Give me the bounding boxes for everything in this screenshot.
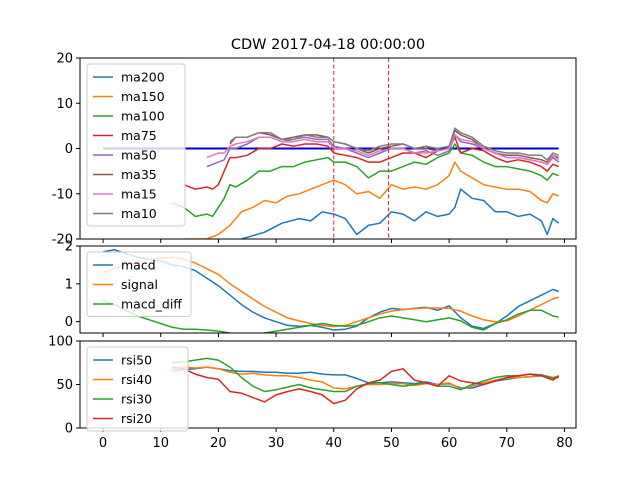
legend-1: macd signal macd_diff bbox=[86, 251, 192, 317]
axes-frame bbox=[79, 340, 577, 429]
y-tick-label: 0 bbox=[65, 315, 73, 330]
y-tick-label: 0 bbox=[65, 422, 73, 437]
x-tick-label: 30 bbox=[268, 436, 285, 451]
legend-label: ma100 bbox=[121, 109, 165, 124]
panel-0: -20-1001020ma200ma150ma100ma75ma50ma35ma… bbox=[52, 52, 577, 248]
series-line-ma100 bbox=[172, 143, 559, 218]
y-tick-label: -10 bbox=[52, 187, 73, 202]
legend-label: macd bbox=[121, 258, 156, 273]
legend-label: rsi40 bbox=[121, 372, 152, 387]
legend-label: ma75 bbox=[121, 128, 157, 143]
x-tick-label: 70 bbox=[499, 436, 516, 451]
y-tick-label: 10 bbox=[56, 97, 73, 112]
y-tick-label: 100 bbox=[48, 335, 73, 350]
x-tick-label: 40 bbox=[325, 436, 342, 451]
series-line-ma150 bbox=[183, 161, 559, 239]
series-line-ma15 bbox=[206, 134, 560, 166]
legend-2: rsi50 rsi40 rsi30 rsi20 bbox=[86, 346, 189, 432]
legend-label: ma150 bbox=[121, 89, 165, 104]
legend-label: ma35 bbox=[121, 167, 157, 182]
x-tick-label: 50 bbox=[383, 436, 400, 451]
legend-label: ma200 bbox=[121, 70, 165, 85]
y-tick-label: 0 bbox=[65, 142, 73, 157]
plot-area-0 bbox=[103, 58, 560, 239]
legend-label: rsi20 bbox=[121, 411, 152, 426]
y-tick-label: 2 bbox=[65, 240, 73, 255]
x-tick-label: 10 bbox=[152, 436, 169, 451]
legend-label: ma50 bbox=[121, 148, 157, 163]
legend-label: rsi50 bbox=[121, 353, 152, 368]
y-tick-label: 50 bbox=[56, 378, 73, 393]
chart-title: CDW 2017-04-18 00:00:00 bbox=[231, 37, 425, 53]
axes-frame bbox=[79, 245, 577, 334]
y-tick-label: 1 bbox=[65, 277, 73, 292]
legend-label: rsi30 bbox=[121, 392, 152, 407]
x-tick-label: 60 bbox=[441, 436, 458, 451]
series-line-ma75 bbox=[183, 136, 559, 190]
x-tick-label: 0 bbox=[99, 436, 107, 451]
series-line-rsi20 bbox=[172, 366, 560, 405]
series-line-rsi30 bbox=[172, 357, 559, 393]
series-line-ma200 bbox=[241, 188, 560, 239]
legend-box bbox=[86, 346, 189, 432]
legend-label: signal bbox=[121, 277, 158, 292]
y-tick-label: -20 bbox=[52, 233, 73, 248]
legend-label: ma15 bbox=[121, 187, 157, 202]
y-tick-label: 20 bbox=[56, 52, 73, 67]
x-tick-label: 20 bbox=[210, 436, 227, 451]
panel-1: 0 1 2 macd signal macd_diff bbox=[65, 240, 577, 337]
legend-box bbox=[86, 63, 186, 227]
legend-0: ma200 ma150 ma100 ma75 ma50 ma35 ma15 ma10 bbox=[86, 63, 186, 227]
axes-frame bbox=[79, 57, 577, 240]
x-tick-label: 80 bbox=[556, 436, 573, 451]
plot-area-2 bbox=[172, 357, 560, 405]
series-line-macd_diff bbox=[102, 300, 559, 333]
legend-label: macd_diff bbox=[121, 297, 182, 312]
legend-label: ma10 bbox=[121, 206, 157, 221]
legend-box bbox=[86, 251, 192, 317]
series-line-ma10 bbox=[229, 127, 559, 161]
